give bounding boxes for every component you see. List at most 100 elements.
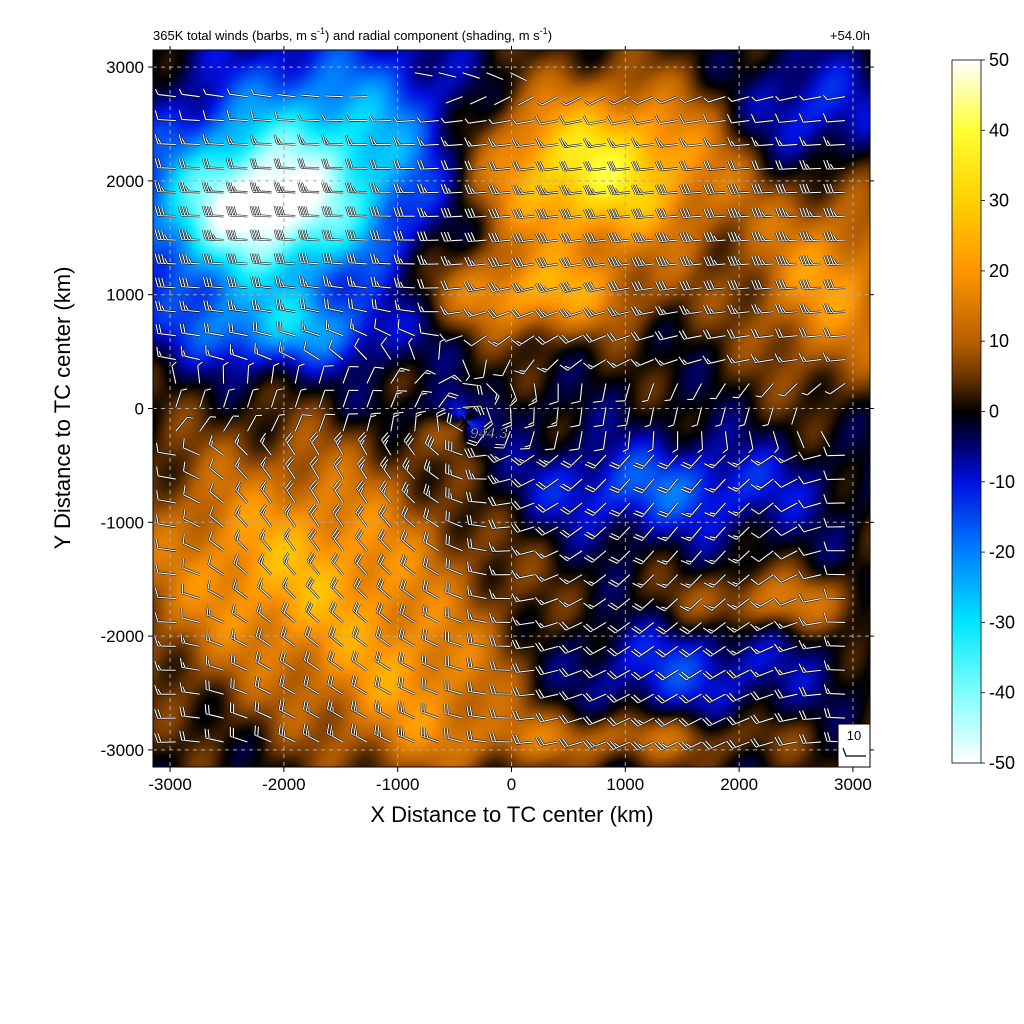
wind-barb (656, 478, 679, 494)
wind-barb (511, 256, 535, 268)
wind-barb (440, 159, 463, 171)
wind-barb (790, 407, 799, 425)
wind-barb (355, 504, 368, 528)
wind-barb (511, 334, 535, 347)
wind-barb (678, 160, 702, 171)
wind-barb (376, 553, 392, 576)
wind-barb (208, 482, 225, 504)
y-tick-label: 1000 (106, 286, 144, 305)
wind-barb (226, 253, 248, 266)
wind-barb (726, 279, 750, 291)
wind-barb (400, 505, 416, 528)
x-tick-label: 0 (507, 775, 516, 794)
center-pressure-label: 944.3 (470, 425, 508, 442)
wind-barb (327, 650, 344, 672)
wind-barb (654, 357, 679, 367)
wind-barb (511, 137, 535, 148)
wind-barb (534, 619, 559, 629)
wind-barb (749, 690, 774, 702)
wind-barb (654, 669, 679, 681)
wind-barb (326, 675, 344, 696)
wind-barb (225, 182, 248, 194)
wind-barb (822, 231, 846, 242)
wind-barb (680, 478, 703, 494)
wind-barb (702, 160, 726, 171)
wind-barb (654, 137, 678, 148)
wind-barb (465, 491, 487, 505)
wind-barb (632, 573, 655, 589)
wind-barb (226, 109, 248, 122)
wind-barb (582, 669, 607, 680)
wind-barb (397, 652, 416, 672)
wind-barb (179, 682, 200, 696)
wind-barb (353, 576, 368, 600)
wind-barb (177, 182, 200, 194)
wind-barb (524, 407, 536, 430)
wind-barb (444, 463, 463, 481)
wind-barb (469, 95, 487, 106)
wind-barb (678, 645, 703, 658)
wind-barb (256, 602, 273, 624)
wind-barb (155, 346, 176, 361)
wind-barb (299, 298, 320, 313)
wind-barb (280, 601, 296, 624)
wind-barb (486, 308, 511, 319)
wind-barb (773, 478, 798, 489)
wind-barb (308, 503, 321, 528)
x-tick-label: -2000 (262, 775, 305, 794)
wind-barb (488, 660, 511, 672)
wind-barb (488, 612, 511, 624)
wind-barb (204, 345, 224, 361)
wind-barb (154, 300, 176, 313)
wind-barb (750, 328, 774, 339)
wind-barb (630, 305, 654, 317)
colorbar-tick-label: 20 (989, 261, 1009, 281)
wind-barb (750, 136, 774, 147)
wind-barb (726, 573, 751, 588)
wind-barb (393, 277, 415, 289)
wind-barb (246, 361, 255, 384)
wind-barb (697, 431, 704, 454)
wind-barb (582, 281, 607, 293)
wind-barb (502, 407, 513, 430)
wind-barb (225, 205, 248, 218)
barb-legend-icon (842, 747, 866, 757)
wind-barb (582, 358, 607, 370)
wind-barb (701, 716, 726, 727)
wind-barb (546, 407, 560, 429)
wind-barb (378, 480, 392, 504)
wind-barb (535, 160, 559, 172)
wind-barb (487, 542, 511, 553)
wind-barb (306, 552, 321, 576)
wind-barb (703, 573, 727, 589)
wind-barb (725, 739, 750, 750)
wind-barb (774, 136, 798, 147)
wind-barb (510, 308, 535, 319)
wind-barb (444, 606, 463, 624)
wind-barb (798, 279, 822, 290)
wind-barb (465, 514, 487, 528)
wind-barb (798, 183, 822, 195)
wind-barb (582, 307, 607, 318)
wind-barb (774, 353, 798, 364)
wind-barb (466, 657, 487, 672)
wind-barb (647, 431, 655, 453)
wind-barb (559, 478, 583, 492)
wind-barb (284, 431, 297, 456)
wind-barb (327, 625, 344, 648)
wind-barb (444, 582, 463, 600)
wind-barb (774, 328, 798, 339)
wind-barb (582, 333, 607, 344)
wind-barb (726, 454, 751, 468)
wind-barb (702, 621, 727, 635)
wind-barb (421, 580, 440, 600)
wind-barb (182, 461, 201, 481)
wind-barb (397, 701, 416, 720)
wind-barb (606, 280, 631, 293)
wind-barb (222, 361, 229, 384)
colorbar-tick-label: 10 (989, 331, 1009, 351)
wind-barb (325, 319, 344, 337)
wind-barb (347, 298, 368, 313)
wind-barb (558, 737, 583, 749)
wind-barb (511, 208, 535, 220)
